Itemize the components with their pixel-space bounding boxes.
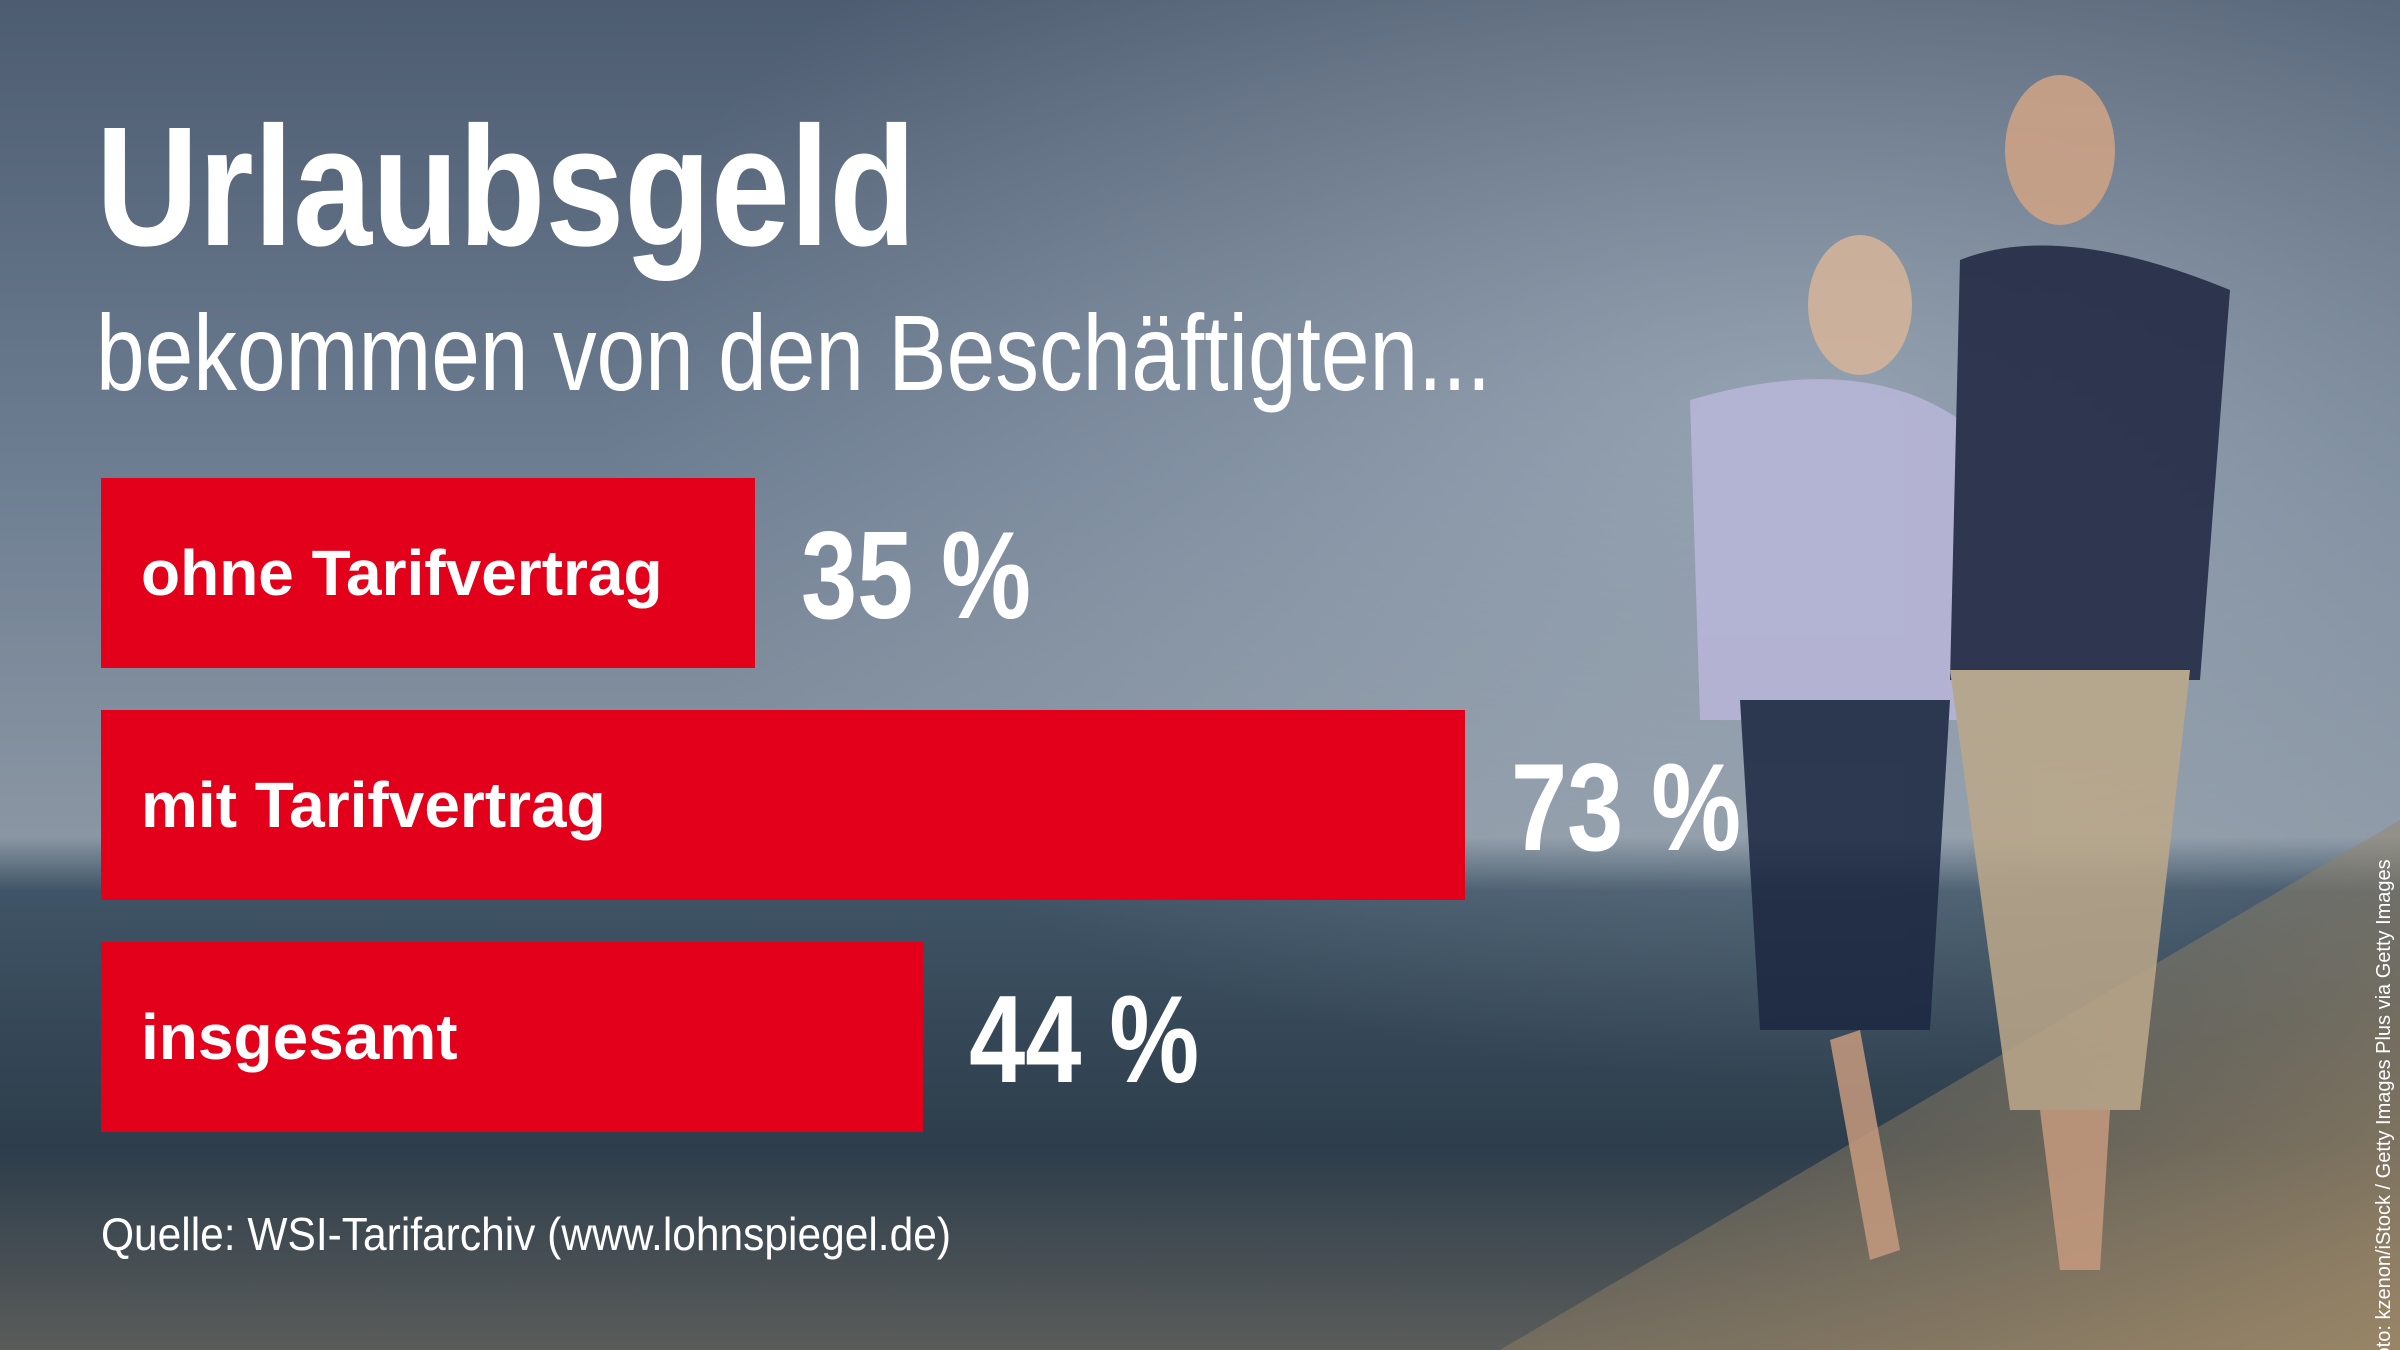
- value-label: 73 %: [1511, 739, 1741, 877]
- source: Quelle: WSI-Tarifarchiv (www.lohnspiegel…: [101, 1208, 951, 1260]
- category-label: ohne Tarifvertrag: [141, 537, 663, 609]
- bar: [101, 942, 924, 1132]
- value-label: 35 %: [801, 507, 1031, 645]
- subtitle: bekommen von den Beschäftigten...: [96, 292, 1491, 413]
- category-label: insgesamt: [141, 1001, 458, 1073]
- bar: [101, 478, 755, 668]
- beach: [1500, 820, 2400, 1350]
- bar: [101, 710, 1465, 900]
- category-label: mit Tarifvertrag: [141, 769, 606, 841]
- photo-credit: Foto: kzenon/iStock / Getty Images Plus …: [2373, 859, 2395, 1350]
- value-label: 44 %: [969, 971, 1199, 1109]
- couple-silhouette: [1690, 75, 2230, 1270]
- title: Urlaubsgeld: [96, 92, 916, 282]
